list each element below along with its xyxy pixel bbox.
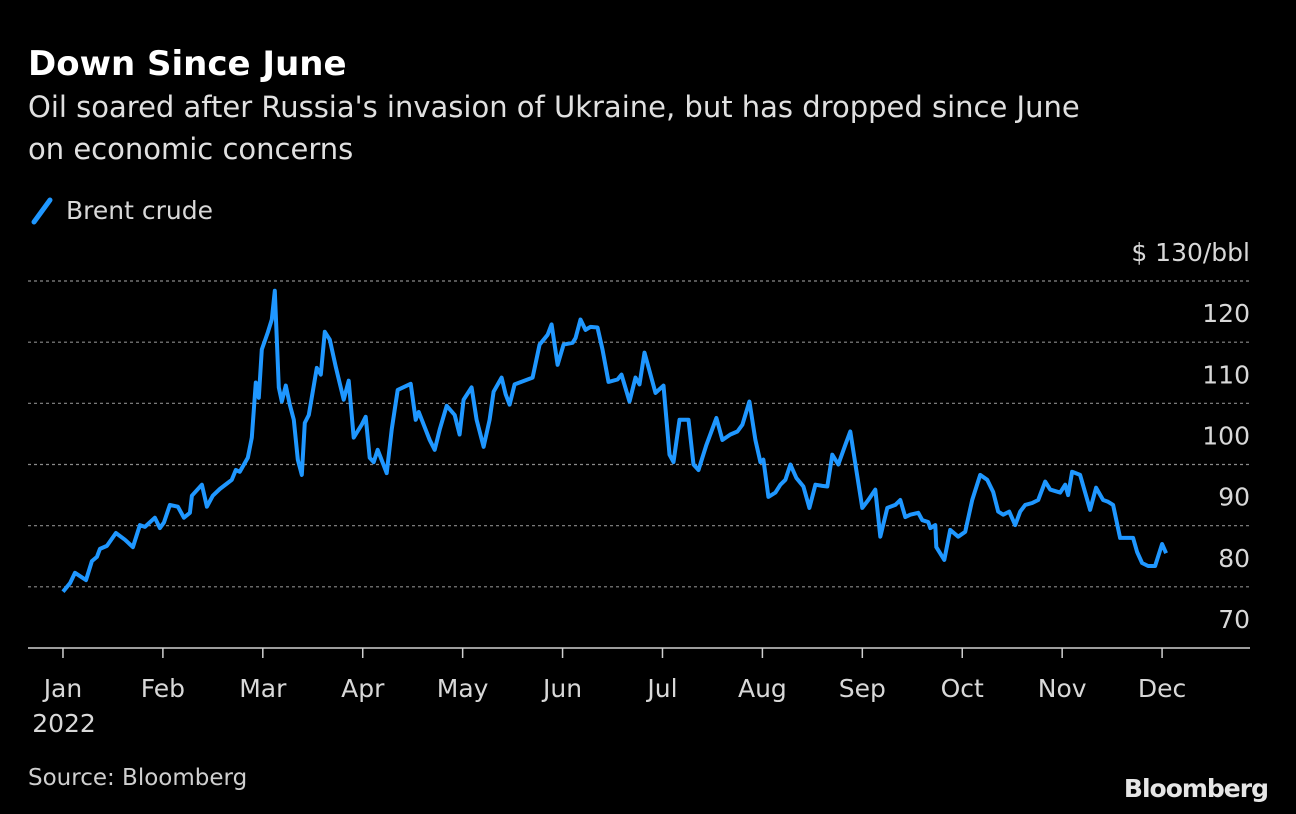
brand-logo: Bloomberg [1124,774,1268,803]
x-tick-label: Jan [42,674,83,703]
chart-title: Down Since June [28,44,347,84]
legend-swatch [31,197,53,225]
y-tick-label: 90 [1218,483,1250,512]
source-note: Source: Bloomberg [28,765,247,791]
x-tick-label: Apr [341,674,385,703]
data-line [61,288,1168,593]
chart-subtitle: Oil soared after Russia's invasion of Uk… [28,90,1080,124]
y-tick-label: 120 [1202,299,1250,328]
x-tick-label: May [437,674,489,703]
x-tick-label: Jul [645,674,677,703]
x-tick-label: Dec [1138,674,1186,703]
y-tick-label: 100 [1202,422,1250,451]
legend-label: Brent crude [66,196,213,225]
y-tick-label: $ 130/bbl [1131,238,1250,267]
y-tick-label: 80 [1218,544,1250,573]
x-tick-label: Aug [738,674,787,703]
x-tick-label: Oct [941,674,984,703]
y-tick-label: 110 [1202,360,1250,389]
x-tick-label: Jun [541,674,582,703]
chart-subtitle: on economic concerns [28,132,353,166]
x-year-label: 2022 [32,709,96,738]
x-tick-label: Feb [141,674,185,703]
y-tick-label: 70 [1218,605,1250,634]
x-tick-label: Sep [839,674,886,703]
x-tick-label: Mar [239,674,287,703]
x-tick-label: Nov [1038,674,1087,703]
